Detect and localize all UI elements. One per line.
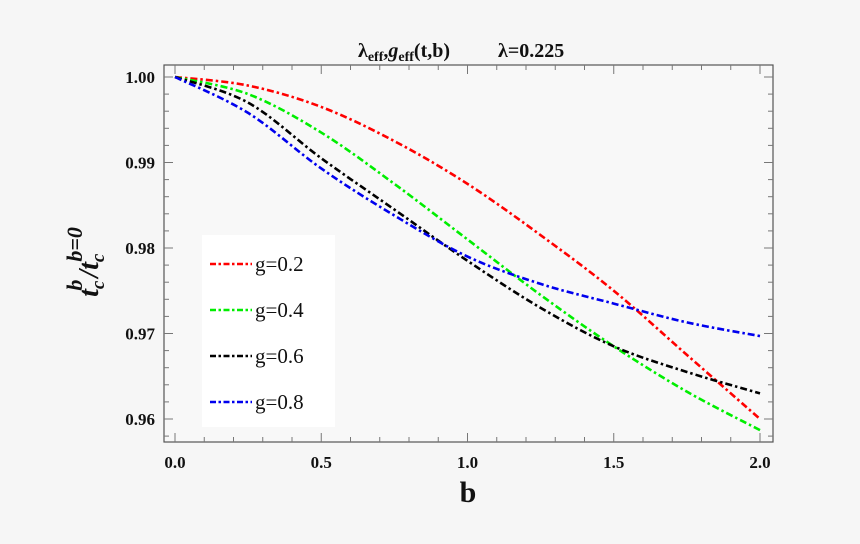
x-tick-label: 0.0 <box>164 453 185 472</box>
y-tick-label: 0.99 <box>125 154 155 173</box>
y-tick-label: 0.97 <box>125 325 155 344</box>
legend: g=0.2 g=0.4 g=0.6 g=0.8 <box>202 235 335 427</box>
series-line-g-0-6 <box>174 75 761 395</box>
ylabel-t: t <box>74 288 105 297</box>
legend-label: g=0.2 <box>255 252 304 276</box>
legend-label: g=0.8 <box>255 390 304 414</box>
x-tick-label: 2.0 <box>749 453 770 472</box>
y-axis-label: tcb/tcb=0 <box>62 227 109 297</box>
svg-text:tcb/tcb=0: tcb/tcb=0 <box>62 227 109 297</box>
x-tick-label: 1.5 <box>603 453 624 472</box>
y-axis-ticks: 1.00 0.99 0.98 0.97 0.96 <box>125 68 773 437</box>
y-tick-label: 0.96 <box>125 410 155 429</box>
title-sub-eff: eff <box>368 50 384 65</box>
ylabel-sub-c: c <box>88 280 109 289</box>
series-line-g-0-2 <box>174 75 761 420</box>
title-sub-eff-2: eff <box>398 50 414 65</box>
legend-label: g=0.6 <box>255 344 304 368</box>
title-args: (t,b) <box>414 40 450 62</box>
series-line-g-0-8 <box>174 75 761 338</box>
title-lambda: λ <box>358 40 368 62</box>
ylabel-sup-b0: b=0 <box>62 227 87 262</box>
x-tick-label: 1.0 <box>457 453 478 472</box>
ylabel-sub-c2: c <box>88 253 109 262</box>
x-tick-label: 0.5 <box>311 453 332 472</box>
x-axis-label: b <box>460 476 477 509</box>
x-axis-ticks: 0.0 0.5 1.0 1.5 2.0 <box>164 65 771 472</box>
ylabel-t2: t <box>74 261 105 270</box>
series-lines <box>174 75 761 432</box>
title-lambda-value: λ=0.225 <box>498 40 564 62</box>
title-g: g <box>387 40 398 62</box>
ylabel-sup-b: b <box>62 280 87 291</box>
chart-title: λeff,geff(t,b) λ=0.225 <box>358 40 564 65</box>
y-tick-label: 0.98 <box>125 239 155 258</box>
y-tick-label: 1.00 <box>125 68 155 87</box>
legend-label: g=0.4 <box>255 298 304 322</box>
title-separator: , <box>383 40 388 62</box>
legend-box <box>202 235 335 427</box>
svg-text:λeff,geff(t,b): λeff,geff(t,b) <box>358 40 450 65</box>
ylabel-slash: / <box>74 268 105 280</box>
